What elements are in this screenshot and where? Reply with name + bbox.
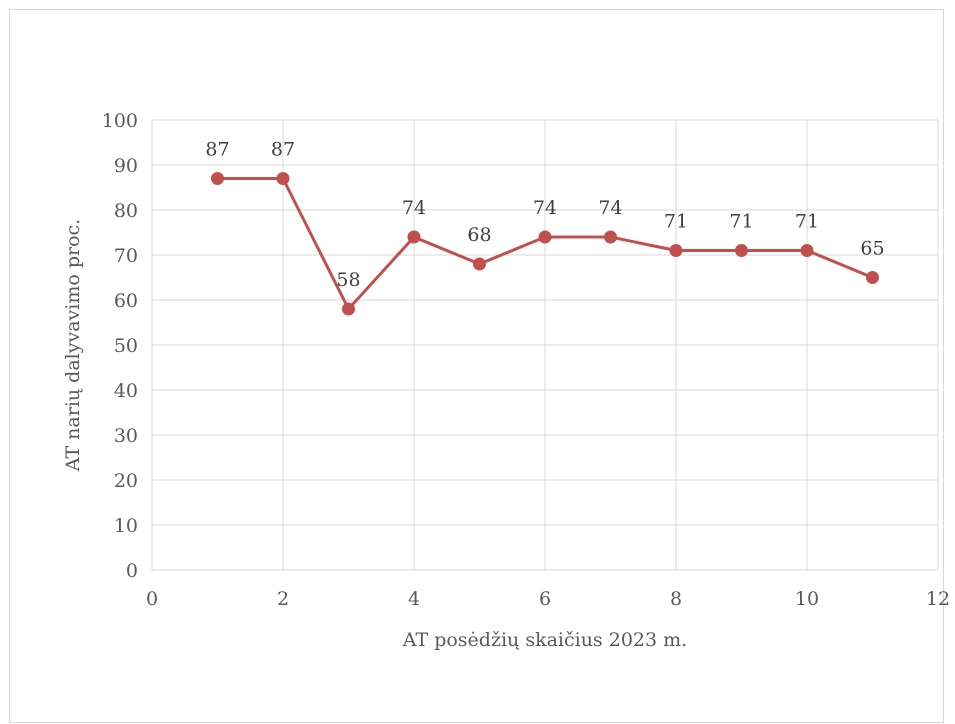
data-point [342, 302, 355, 316]
data-label: 71 [729, 211, 753, 233]
y-axis-title: AT narių dalyvavimo proc. [62, 219, 84, 472]
x-axis-title: AT posėdžių skaičius 2023 m. [402, 629, 687, 651]
y-tick-label: 30 [114, 425, 138, 447]
x-tick-label: 10 [795, 588, 819, 610]
data-labels: 87 87 58 74 68 74 74 71 71 71 65 [205, 139, 884, 292]
y-tick-label: 10 [114, 515, 138, 537]
data-label: 68 [467, 224, 491, 246]
data-point [276, 172, 290, 185]
x-tick-label: 6 [539, 588, 551, 610]
y-tick-label: 40 [114, 380, 138, 402]
data-label: 74 [402, 197, 426, 219]
y-tick-label: 0 [126, 560, 138, 582]
y-tick-label: 60 [114, 290, 138, 312]
data-point [604, 230, 617, 244]
data-point [800, 244, 814, 257]
series [211, 172, 879, 316]
data-point [473, 257, 486, 271]
data-label: 71 [664, 211, 688, 233]
data-label: 65 [860, 238, 884, 260]
x-tick-labels: 0 2 4 6 8 10 12 [146, 588, 950, 610]
x-tick-label: 12 [926, 588, 950, 610]
data-point [866, 271, 879, 284]
data-point [407, 230, 421, 244]
data-label: 58 [336, 269, 360, 291]
y-tick-label: 70 [114, 245, 138, 267]
y-tick-label: 90 [114, 155, 138, 177]
data-label: 74 [598, 197, 622, 219]
y-tick-label: 80 [114, 200, 138, 222]
data-point [211, 172, 224, 185]
data-point [538, 230, 552, 244]
x-tick-label: 0 [146, 588, 158, 610]
data-point [735, 244, 748, 257]
y-tick-label: 100 [102, 110, 138, 132]
y-tick-label: 50 [114, 335, 138, 357]
data-label: 71 [795, 211, 819, 233]
data-label: 87 [205, 139, 229, 161]
y-tick-labels: 0 10 20 30 40 50 60 70 80 90 100 [102, 110, 138, 582]
data-label: 74 [533, 197, 557, 219]
x-tick-label: 4 [408, 588, 420, 610]
x-tick-label: 2 [277, 588, 289, 610]
data-point [669, 244, 683, 257]
chart-frame [9, 9, 944, 723]
x-tick-label: 8 [670, 588, 682, 610]
gridlines [151, 119, 939, 571]
y-tick-label: 20 [114, 470, 138, 492]
data-label: 87 [271, 139, 295, 161]
